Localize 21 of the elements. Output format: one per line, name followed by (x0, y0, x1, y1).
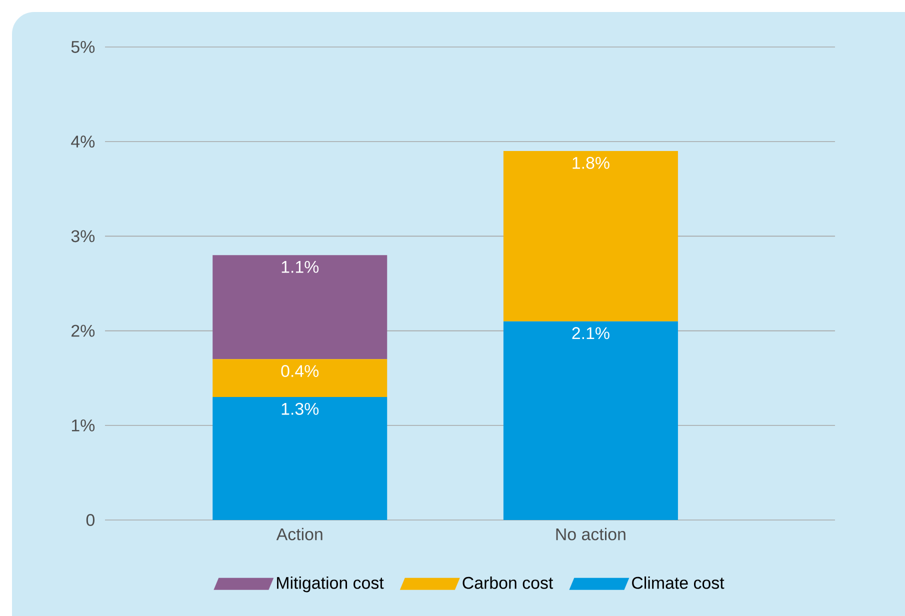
legend-label: Climate cost (632, 576, 724, 589)
data-label: 2.1% (572, 327, 610, 340)
bar (503, 321, 678, 520)
x-tick-label: No action (556, 528, 626, 540)
y-tick-label: 1% (72, 419, 95, 432)
data-label: 1.1% (282, 260, 319, 273)
y-tick-label: 5% (71, 41, 95, 53)
bar (212, 397, 388, 520)
legend-label: Mitigation cost (277, 576, 384, 592)
data-label: 1.8% (572, 156, 610, 169)
y-tick-label: 2% (72, 324, 95, 337)
bar (212, 255, 388, 360)
y-tick-label: 3% (71, 230, 95, 242)
y-tick-label: 0 (86, 514, 95, 526)
data-label: 0.4% (281, 365, 319, 378)
bar (212, 359, 388, 398)
data-label: 1.3% (282, 402, 319, 415)
y-tick-label: 4% (71, 136, 95, 148)
bar (503, 151, 678, 322)
legend-label: Carbon cost (462, 576, 554, 589)
x-tick-label: Action (276, 528, 322, 540)
